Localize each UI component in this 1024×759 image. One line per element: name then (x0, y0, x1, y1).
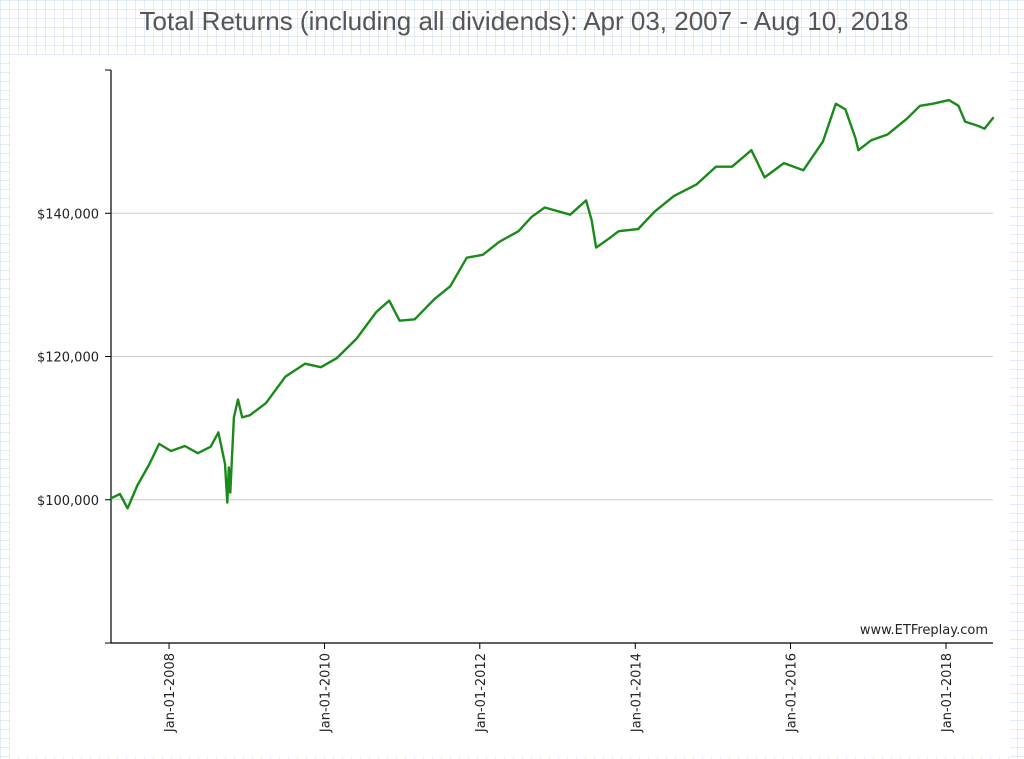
watermark-text: www.ETFreplay.com (860, 623, 988, 638)
y-tick-label: $100,000 (37, 494, 99, 509)
x-tick-label: Jan-01-2016 (785, 653, 800, 733)
chart-title: Total Returns (including all dividends):… (139, 6, 909, 36)
x-tick-label: Jan-01-2014 (629, 653, 644, 733)
x-tick-label: Jan-01-2012 (474, 653, 489, 733)
plot-panel (10, 55, 1010, 757)
series-layer (109, 98, 995, 510)
grid-layer (111, 212, 993, 501)
series-line (109, 98, 995, 510)
y-tick-label: $140,000 (37, 207, 99, 222)
x-tick-label: Jan-01-2018 (940, 653, 955, 733)
y-tick-label: $120,000 (37, 351, 99, 366)
axes: $100,000 $120,000 $140,000 Jan-01-2008 Jan-0… (37, 69, 993, 733)
x-tick-label: Jan-01-2008 (163, 653, 178, 733)
x-tick-label: Jan-01-2010 (319, 653, 334, 733)
